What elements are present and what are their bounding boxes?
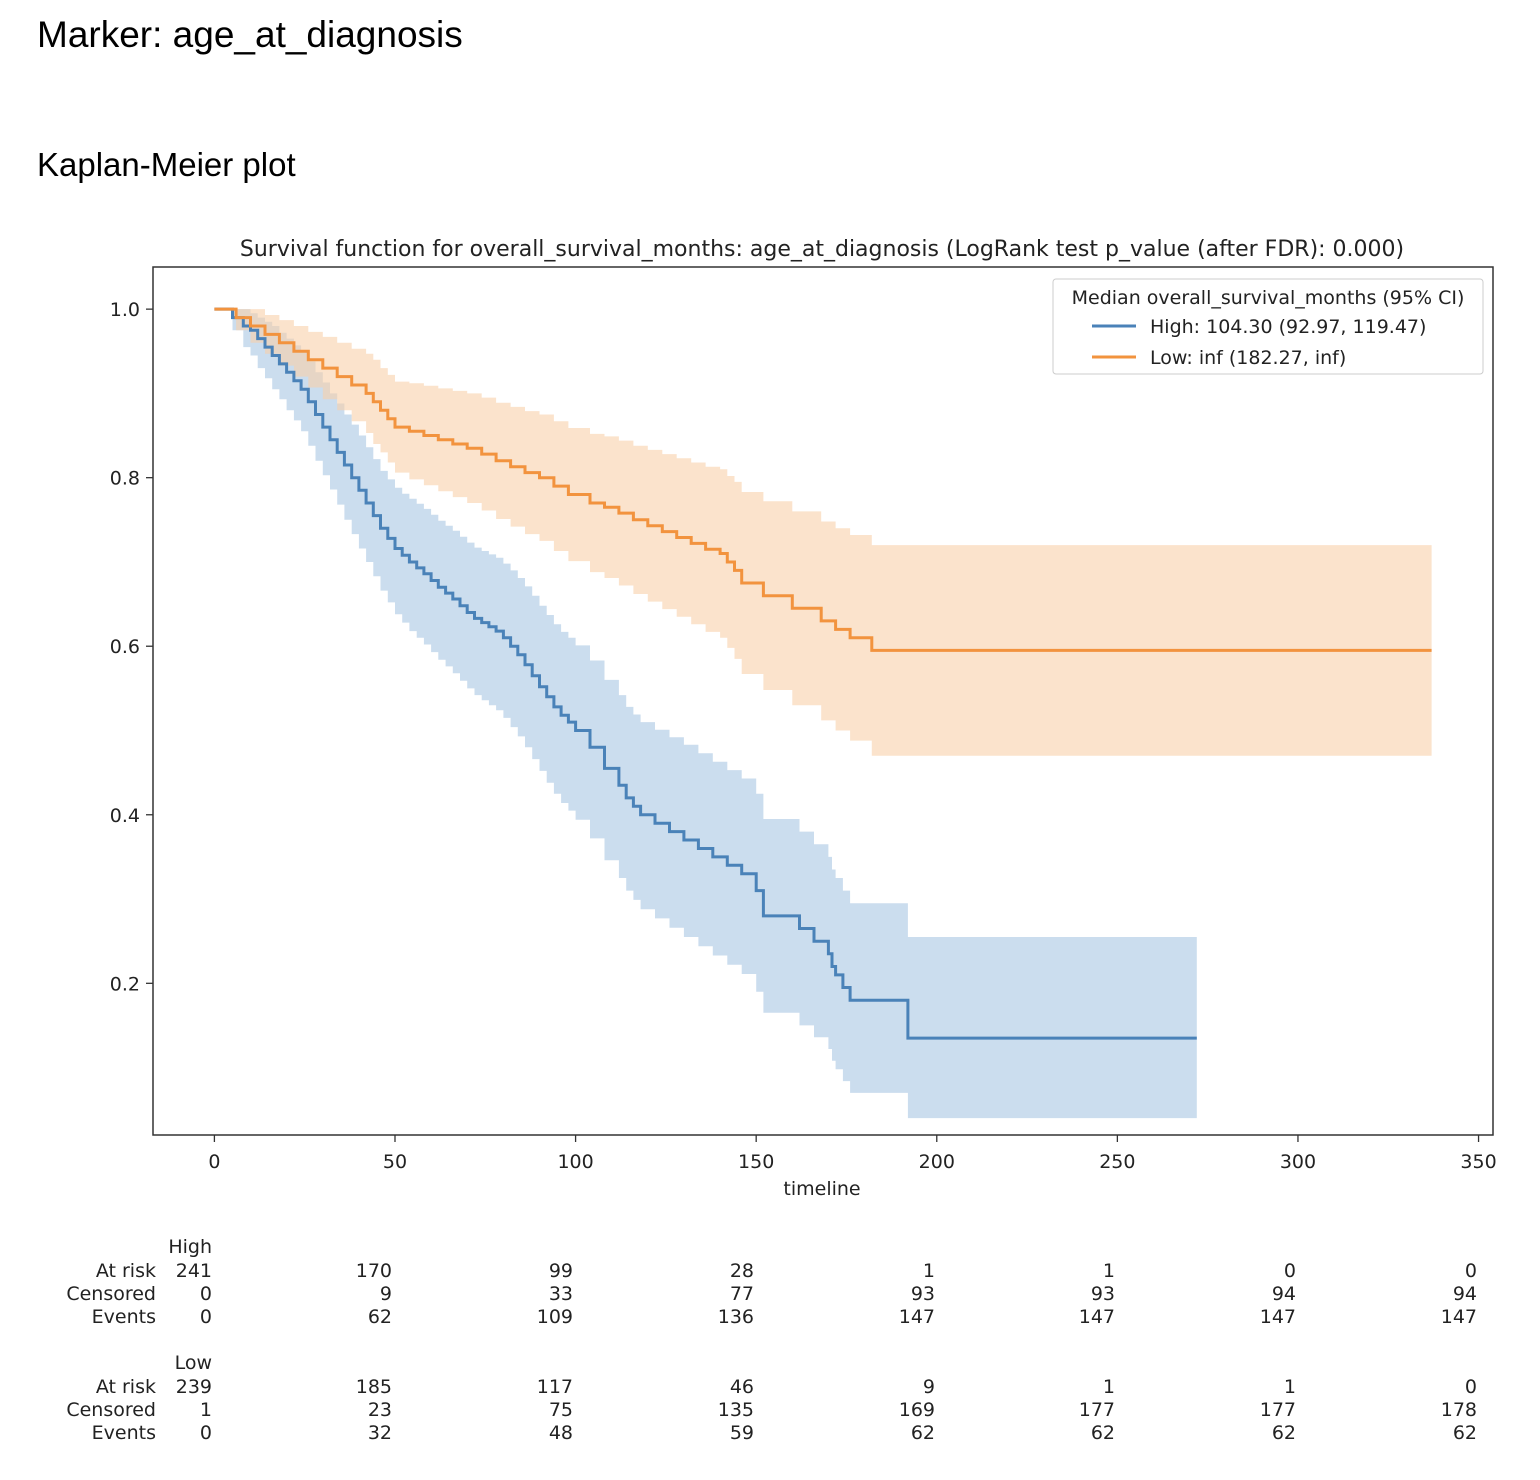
x-tick-label: 350 [1460,1151,1496,1173]
risk-cell: 48 [549,1422,573,1444]
chart-title: Survival function for overall_survival_m… [240,237,1404,262]
risk-cell: 0 [200,1422,212,1444]
plot-frame [152,266,1494,1136]
risk-row-label: Censored [66,1283,156,1305]
risk-group-name: High [168,1236,212,1258]
risk-cell: 135 [718,1399,754,1421]
risk-cell: 169 [899,1399,935,1421]
y-tick-label: 1.0 [110,299,140,321]
risk-cell: 75 [549,1399,573,1421]
risk-cell: 28 [730,1260,754,1282]
risk-cell: 147 [1260,1306,1296,1328]
risk-cell: 177 [1260,1399,1296,1421]
risk-cell: 1 [200,1399,212,1421]
risk-cell: 99 [549,1260,573,1282]
plot-heading: Kaplan-Meier plot [37,146,296,183]
x-tick-label: 100 [557,1151,593,1173]
survival-line-1 [214,307,1432,652]
risk-cell: 32 [368,1422,392,1444]
risk-cell: 170 [356,1260,392,1282]
x-axis-label: timeline [783,1178,860,1200]
risk-cell: 59 [730,1422,754,1444]
risk-cell: 0 [1284,1260,1296,1282]
risk-cell: 185 [356,1376,392,1398]
risk-cell: 178 [1441,1399,1477,1421]
x-tick-label: 50 [383,1151,407,1173]
risk-cell: 0 [200,1283,212,1305]
risk-group-name: Low [175,1352,212,1374]
risk-row-label: At risk [96,1260,156,1282]
risk-cell: 77 [730,1283,754,1305]
risk-cell: 93 [911,1283,935,1305]
legend-title: Median overall_survival_months (95% CI) [1072,287,1465,309]
risk-cell: 9 [380,1283,392,1305]
risk-row-label: Events [92,1306,156,1328]
risk-cell: 239 [176,1376,212,1398]
risk-cell: 109 [537,1306,573,1328]
risk-cell: 1 [1284,1376,1296,1398]
legend-entry-0: High: 104.30 (92.97, 119.47) [1150,316,1426,338]
x-tick-label: 200 [919,1151,955,1173]
risk-cell: 62 [911,1422,935,1444]
risk-cell: 1 [1103,1376,1115,1398]
x-tick-label: 300 [1280,1151,1316,1173]
risk-cell: 62 [1272,1422,1296,1444]
risk-cell: 46 [730,1376,754,1398]
risk-cell: 136 [718,1306,754,1328]
risk-cell: 177 [1079,1399,1115,1421]
risk-row-label: Censored [66,1399,156,1421]
risk-cell: 147 [1079,1306,1115,1328]
survival-line-0 [214,307,1197,1040]
risk-cell: 1 [923,1260,935,1282]
y-tick-label: 0.2 [110,973,140,995]
marker-heading: Marker: age_at_diagnosis [37,14,463,55]
legend: Median overall_survival_months (95% CI) … [1052,278,1484,375]
y-tick-label: 0.6 [110,636,140,658]
x-tick-label: 250 [1099,1151,1135,1173]
y-tick-label: 0.8 [110,468,140,490]
risk-cell: 62 [1091,1422,1115,1444]
x-tick-label: 0 [208,1151,220,1173]
y-tick-label: 0.4 [110,805,140,827]
risk-cell: 117 [537,1376,573,1398]
legend-box [1052,278,1484,375]
risk-cell: 62 [368,1306,392,1328]
legend-entry-1: Low: inf (182.27, inf) [1150,347,1346,369]
risk-cell: 94 [1272,1283,1296,1305]
risk-row-label: At risk [96,1376,156,1398]
x-tick-label: 150 [738,1151,774,1173]
risk-cell: 9 [923,1376,935,1398]
risk-cell: 0 [1465,1260,1477,1282]
risk-row-label: Events [92,1422,156,1444]
risk-cell: 62 [1453,1422,1477,1444]
ci-band-1 [214,309,1432,756]
risk-cell: 23 [368,1399,392,1421]
risk-cell: 1 [1103,1260,1115,1282]
risk-cell: 0 [1465,1376,1477,1398]
risk-cell: 93 [1091,1283,1115,1305]
risk-cell: 94 [1453,1283,1477,1305]
risk-cell: 147 [899,1306,935,1328]
risk-cell: 147 [1441,1306,1477,1328]
risk-cell: 241 [176,1260,212,1282]
risk-cell: 0 [200,1306,212,1328]
risk-cell: 33 [549,1283,573,1305]
